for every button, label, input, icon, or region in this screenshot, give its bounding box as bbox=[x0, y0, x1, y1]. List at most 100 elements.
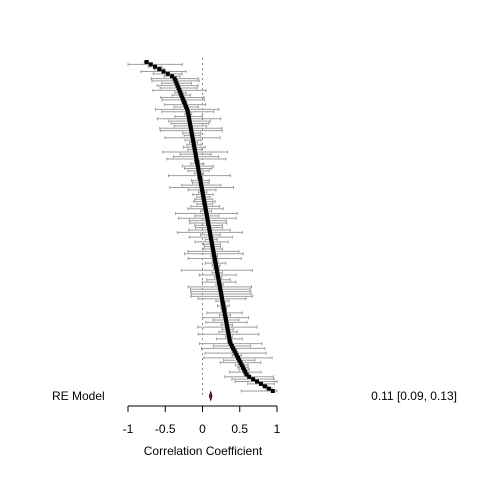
study-point bbox=[204, 211, 209, 216]
study-point bbox=[200, 187, 205, 192]
study-point bbox=[210, 244, 215, 249]
study-point bbox=[176, 86, 181, 91]
study-point bbox=[205, 218, 210, 223]
study-point bbox=[221, 306, 226, 311]
study-point bbox=[187, 119, 192, 124]
study-point bbox=[189, 131, 194, 136]
study-point bbox=[192, 145, 197, 150]
study-point bbox=[227, 339, 232, 344]
study-point bbox=[194, 157, 199, 162]
study-point bbox=[186, 114, 191, 119]
x-tick-label: 1 bbox=[274, 422, 281, 436]
study-point bbox=[194, 154, 199, 159]
study-point bbox=[186, 112, 191, 117]
study-point bbox=[243, 370, 248, 375]
study-point bbox=[195, 164, 200, 169]
study-point bbox=[204, 213, 209, 218]
study-point bbox=[161, 69, 166, 74]
study-point bbox=[170, 74, 175, 79]
study-point bbox=[219, 291, 224, 296]
study-point bbox=[216, 277, 221, 282]
study-point bbox=[262, 384, 267, 389]
study-point bbox=[188, 123, 193, 128]
x-axis-ticks: -1 -0.5 0 0.5 1 bbox=[123, 406, 281, 436]
study-point bbox=[218, 287, 223, 292]
study-point bbox=[206, 223, 211, 228]
study-point bbox=[198, 178, 203, 183]
study-point bbox=[223, 317, 228, 322]
study-point bbox=[190, 135, 195, 140]
study-point bbox=[205, 216, 210, 221]
study-point bbox=[266, 386, 271, 391]
study-point bbox=[202, 202, 207, 207]
x-tick-label: -1 bbox=[123, 422, 134, 436]
study-point bbox=[181, 97, 186, 102]
study-point bbox=[214, 268, 219, 273]
study-point bbox=[210, 242, 215, 247]
study-point bbox=[199, 183, 204, 188]
study-point bbox=[237, 358, 242, 363]
study-point bbox=[221, 303, 226, 308]
study-point bbox=[157, 67, 162, 72]
study-point bbox=[251, 377, 256, 382]
study-point bbox=[185, 107, 190, 112]
study-point bbox=[225, 325, 230, 330]
summary-estimate-text: 0.11 [0.09, 0.13] bbox=[371, 389, 457, 403]
study-point bbox=[247, 374, 252, 379]
study-point bbox=[226, 334, 231, 339]
study-point bbox=[231, 346, 236, 351]
study-point bbox=[212, 256, 217, 261]
study-point bbox=[185, 109, 190, 114]
study-point bbox=[220, 296, 225, 301]
study-point bbox=[258, 381, 263, 386]
study-point bbox=[214, 265, 219, 270]
study-point bbox=[206, 220, 211, 225]
study-point bbox=[236, 355, 241, 360]
study-point bbox=[191, 140, 196, 145]
study-point bbox=[203, 206, 208, 211]
study-point bbox=[217, 280, 222, 285]
study-point bbox=[222, 310, 227, 315]
study-point bbox=[180, 95, 185, 100]
ci-lines-layer bbox=[127, 60, 278, 393]
study-point bbox=[213, 261, 218, 266]
study-point bbox=[207, 230, 212, 235]
study-point bbox=[219, 294, 224, 299]
study-point bbox=[153, 64, 158, 69]
study-point bbox=[165, 71, 170, 76]
study-point bbox=[189, 128, 194, 133]
x-tick-label: 0.5 bbox=[231, 422, 248, 436]
study-point bbox=[201, 197, 206, 202]
study-point bbox=[223, 315, 228, 320]
study-point bbox=[196, 166, 201, 171]
study-point bbox=[215, 270, 220, 275]
study-point bbox=[187, 121, 192, 126]
study-point bbox=[211, 249, 216, 254]
study-point bbox=[227, 336, 232, 341]
study-point bbox=[213, 258, 218, 263]
x-tick-label: -0.5 bbox=[155, 422, 176, 436]
study-point bbox=[203, 204, 208, 209]
study-point bbox=[190, 133, 195, 138]
study-point bbox=[209, 237, 214, 242]
study-point bbox=[239, 362, 244, 367]
study-point bbox=[223, 313, 228, 318]
study-point bbox=[197, 171, 202, 176]
study-point bbox=[213, 263, 218, 268]
study-point bbox=[207, 228, 212, 233]
study-point bbox=[212, 254, 217, 259]
study-point bbox=[175, 83, 180, 88]
study-point bbox=[233, 351, 238, 356]
study-point bbox=[197, 173, 202, 178]
study-point bbox=[200, 190, 205, 195]
study-point bbox=[194, 159, 199, 164]
study-point bbox=[255, 379, 260, 384]
study-point bbox=[220, 301, 225, 306]
study-point bbox=[215, 273, 220, 278]
study-point bbox=[174, 81, 179, 86]
study-point bbox=[232, 348, 237, 353]
study-point bbox=[193, 152, 198, 157]
study-point bbox=[208, 235, 213, 240]
study-point bbox=[201, 194, 206, 199]
